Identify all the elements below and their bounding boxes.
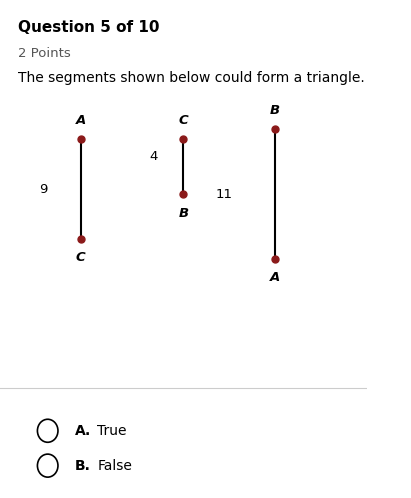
Text: C: C bbox=[76, 251, 85, 264]
Text: C: C bbox=[178, 114, 188, 127]
Text: 4: 4 bbox=[149, 150, 158, 163]
Text: A: A bbox=[76, 114, 86, 127]
Text: The segments shown below could form a triangle.: The segments shown below could form a tr… bbox=[18, 71, 365, 85]
Text: 11: 11 bbox=[216, 188, 233, 201]
Text: 9: 9 bbox=[39, 183, 48, 196]
Text: 2 Points: 2 Points bbox=[18, 47, 71, 60]
Text: B.: B. bbox=[75, 459, 91, 473]
Text: B: B bbox=[178, 207, 189, 220]
Text: False: False bbox=[97, 459, 132, 473]
Text: B: B bbox=[270, 104, 280, 117]
Text: A: A bbox=[270, 271, 280, 284]
Text: True: True bbox=[97, 424, 127, 438]
Text: Question 5 of 10: Question 5 of 10 bbox=[18, 20, 160, 35]
Text: A.: A. bbox=[75, 424, 92, 438]
